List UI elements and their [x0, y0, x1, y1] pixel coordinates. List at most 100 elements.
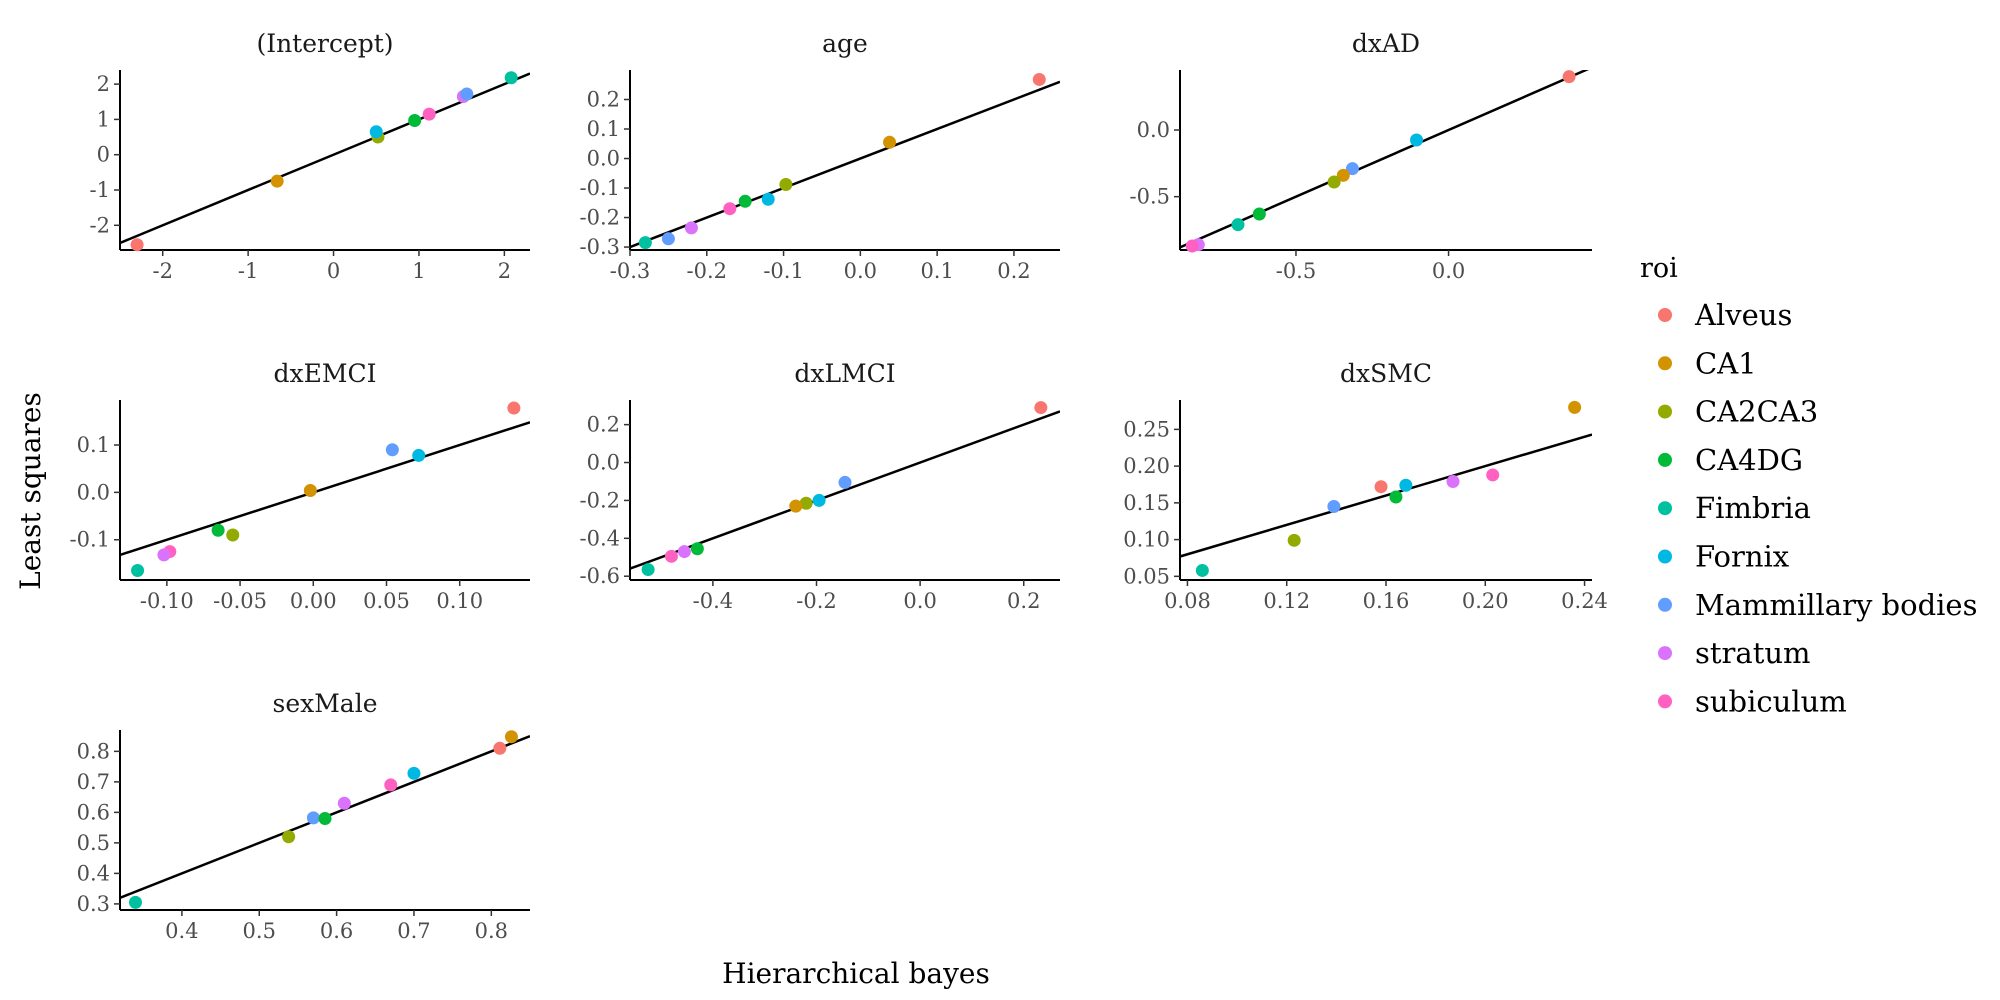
point-mammillary-bodies: [460, 87, 474, 101]
point-subiculum: [422, 107, 436, 121]
panel-2: age -0.3 -0.2 -0.1 0.0 0.1 0.2 -0.3 -0.2 -0.1 0.0 0…: [580, 29, 1060, 283]
point-ca1: [1336, 168, 1350, 182]
legend-key: [1658, 549, 1672, 564]
panel-title: dxLMCI: [794, 359, 895, 388]
y-tick-label: -0.2: [580, 206, 621, 230]
x-tick-label: 0.5: [243, 919, 276, 943]
y-tick-label: 0.05: [1123, 564, 1170, 588]
y-tick-label: 2: [97, 72, 110, 96]
x-tick-label: 0.05: [363, 589, 410, 613]
x-tick-label: 0: [327, 259, 340, 283]
point-fimbria: [131, 564, 145, 578]
x-tick-label: -1: [238, 259, 258, 283]
point-ca2ca3: [282, 830, 296, 844]
point-ca1: [883, 135, 897, 149]
panel-7: sexMale 0.4 0.5 0.6 0.7 0.8 0.3 0.4 0.5 0.6 0.7 0.8: [77, 689, 530, 943]
panel-4: dxEMCI -0.10 -0.05 0.00 0.05 0.10 -0.1 0.0 0.1: [70, 359, 530, 613]
x-tick-label: -2: [152, 259, 172, 283]
point-mammillary-bodies: [385, 443, 399, 457]
point-ca4dg: [408, 113, 422, 127]
x-tick-label: 1: [412, 259, 425, 283]
point-ca2ca3: [779, 177, 793, 191]
y-tick-label: 1: [97, 107, 110, 131]
y-tick-label: 0.7: [77, 770, 110, 794]
legend-key: [1658, 356, 1672, 371]
point-mammillary-bodies: [661, 232, 675, 246]
x-tick-label: 0.00: [290, 589, 337, 613]
x-tick-label: -0.3: [610, 259, 651, 283]
point-ca4dg: [211, 523, 225, 537]
x-tick-label: -0.10: [140, 589, 194, 613]
y-tick-label: -0.2: [580, 488, 621, 512]
identity-line: [1180, 433, 1592, 558]
x-tick-label: 0.2: [997, 259, 1030, 283]
point-alveus: [1032, 72, 1046, 86]
point-mammillary-bodies: [1345, 162, 1359, 176]
x-tick-label: -0.1: [763, 259, 804, 283]
y-tick-label: -0.3: [580, 235, 621, 259]
y-tick-label: 0.25: [1123, 417, 1170, 441]
point-ca2ca3: [1287, 533, 1301, 547]
point-alveus: [1034, 401, 1048, 415]
x-tick-label: 0.16: [1363, 589, 1410, 613]
x-axis-title: Hierarchical bayes: [722, 957, 990, 990]
point-ca1: [789, 499, 803, 513]
point-alveus: [130, 238, 144, 252]
point-mammillary-bodies: [838, 475, 852, 489]
point-fimbria: [1195, 563, 1209, 577]
panel-title: dxEMCI: [274, 359, 377, 388]
x-tick-label: 2: [498, 259, 511, 283]
y-tick-label: 0: [97, 143, 110, 167]
point-ca2ca3: [1327, 175, 1341, 189]
point-mammillary-bodies: [1327, 500, 1341, 514]
legend-label: CA4DG: [1695, 443, 1803, 477]
point-subiculum: [384, 778, 398, 792]
legend-title: roi: [1640, 253, 1678, 284]
x-tick-label: -0.2: [687, 259, 728, 283]
legend-item: CA4DG: [1658, 443, 1803, 477]
point-ca2ca3: [799, 496, 813, 510]
y-tick-label: 0.0: [1137, 118, 1170, 142]
point-ca4dg: [690, 542, 704, 556]
point-fornix: [407, 766, 421, 780]
y-tick-label: 0.1: [77, 433, 110, 457]
y-axis-title: Least squares: [14, 392, 47, 590]
y-tick-label: 0.6: [77, 800, 110, 824]
y-tick-label: 0.4: [77, 861, 110, 885]
y-tick-label: 0.0: [587, 451, 620, 475]
point-fimbria: [641, 563, 655, 577]
panel-6: dxSMC 0.08 0.12 0.16 0.20 0.24 0.05 0.10 0.15 0.2…: [1123, 359, 1608, 613]
legend-item: CA2CA3: [1658, 395, 1818, 429]
y-tick-label: 0.8: [77, 739, 110, 763]
facet-panels: (Intercept) -2 -1 0 1 2 -2 -1 0 1 2 age -0.3 -0.2 -0.1…: [70, 29, 1608, 943]
point-fimbria: [638, 236, 652, 250]
legend-label: Fornix: [1695, 540, 1789, 574]
legend-label: Alveus: [1694, 298, 1792, 332]
point-subiculum: [1486, 468, 1500, 482]
x-tick-label: -0.5: [1276, 259, 1317, 283]
y-tick-label: 0.3: [77, 892, 110, 916]
x-tick-label: -0.2: [796, 589, 837, 613]
point-fornix: [1399, 478, 1413, 492]
point-stratum: [157, 548, 171, 562]
legend-label: stratum: [1695, 636, 1811, 670]
x-tick-label: 0.24: [1561, 589, 1608, 613]
panel-1: (Intercept) -2 -1 0 1 2 -2 -1 0 1 2: [90, 29, 530, 283]
x-tick-label: 0.0: [1432, 259, 1465, 283]
point-fimbria: [504, 71, 518, 85]
point-stratum: [684, 221, 698, 235]
point-subiculum: [664, 549, 678, 563]
point-alveus: [507, 401, 521, 415]
legend-label: Fimbria: [1695, 491, 1811, 525]
point-fornix: [761, 192, 775, 206]
y-tick-label: 0.5: [77, 831, 110, 855]
point-stratum: [1446, 475, 1460, 489]
legend-item: Fornix: [1658, 540, 1789, 574]
point-ca4dg: [318, 811, 332, 825]
panel-5: dxLMCI -0.4 -0.2 0.0 0.2 -0.6 -0.4 -0.2 0.0 0.2: [580, 359, 1060, 613]
legend-label: Mammillary bodies: [1695, 588, 1977, 622]
x-tick-label: 0.6: [320, 919, 353, 943]
legend: roi Alveus CA1 CA2CA3 CA4DG Fimbria Fornix Mam…: [1640, 253, 1977, 718]
legend-label: subiculum: [1695, 684, 1847, 718]
